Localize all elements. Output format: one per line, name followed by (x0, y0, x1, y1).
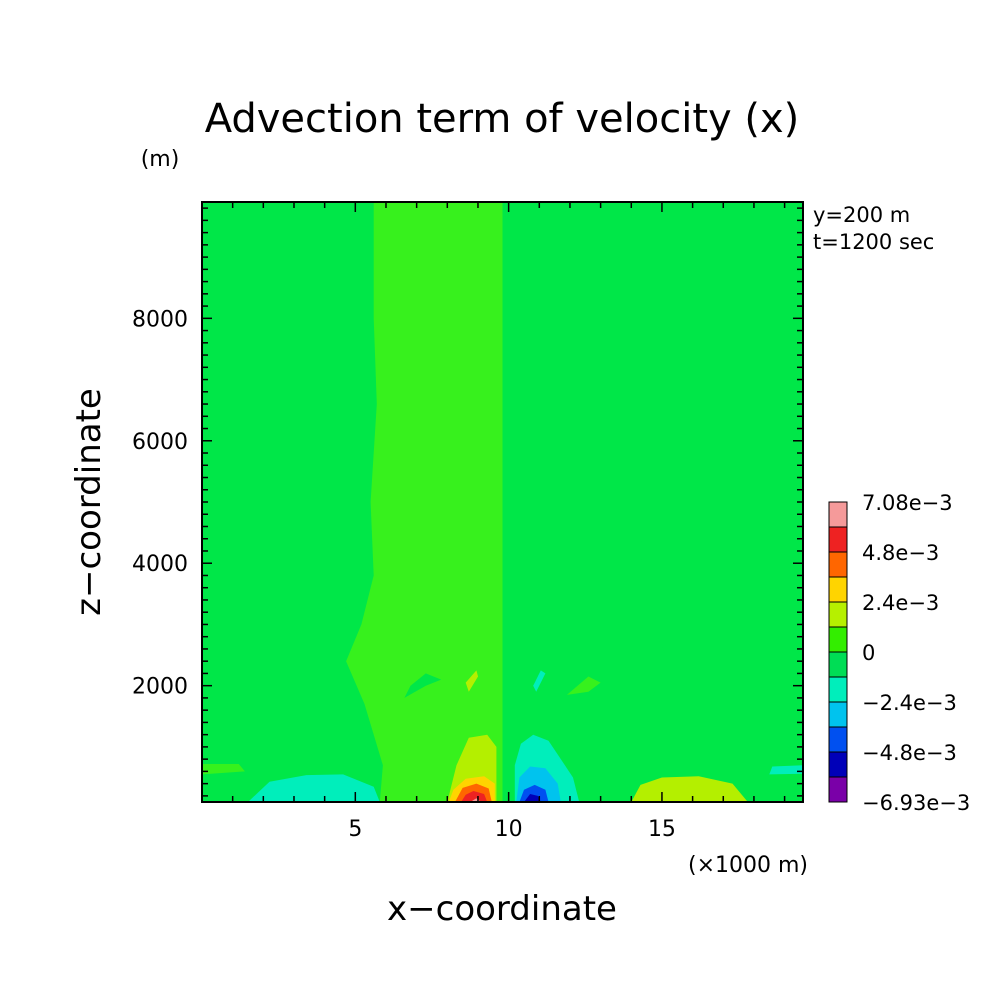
contour-region-positive-right-surface-lobe (631, 776, 748, 802)
colorbar-label: −4.8e−3 (862, 741, 957, 765)
x-tick-label: 10 (495, 817, 523, 842)
colorbar-swatch (828, 526, 848, 553)
colorbar-label: −6.93e−3 (862, 791, 970, 815)
colorbar-swatch (828, 751, 848, 778)
contour-fill-area (202, 202, 803, 802)
contour-region-navy-core (524, 794, 541, 802)
annotation-t: t=1200 sec (813, 230, 934, 254)
colorbar-label: 4.8e−3 (862, 541, 939, 565)
chart-title: Advection term of velocity (x) (205, 96, 800, 142)
contour-region-negative-left-surface-lobe (248, 774, 380, 802)
contour-region-small-lightgreen-blob-right (566, 676, 601, 695)
contour-region-small-green-blob-left (404, 673, 442, 698)
colorbar-swatch (828, 676, 848, 703)
contour-region-small-yellowgreen-blob (465, 670, 478, 692)
contour-region-small-cyan-blob-right (533, 670, 546, 692)
colorbar-label: 7.08e−3 (862, 491, 953, 515)
colorbar-swatch (828, 551, 848, 578)
x-tick-label: 15 (648, 817, 676, 842)
contour-region-blue-core (519, 784, 549, 802)
y-tick-label: 4000 (132, 552, 188, 577)
contour-region-edge-lobe-left (202, 764, 245, 775)
annotation-y: y=200 m (813, 203, 910, 227)
colorbar-label: 0 (862, 641, 875, 665)
colorbar-swatch (828, 651, 848, 678)
y-tick-label: 8000 (132, 307, 188, 332)
colorbar-label: 2.4e−3 (862, 591, 939, 615)
contour-region-positive-plume-left (346, 202, 503, 802)
colorbar-swatch (828, 601, 848, 628)
colorbar-swatch (828, 776, 848, 803)
contour-region-red-core (461, 791, 488, 802)
colorbar-swatch (828, 576, 848, 603)
y-unit-label: (m) (141, 147, 180, 172)
colorbar-swatch (828, 726, 848, 753)
colorbar-swatch (828, 626, 848, 653)
x-unit-label: (×1000 m) (688, 853, 808, 878)
x-tick-label: 5 (348, 817, 362, 842)
colorbar-legend: 7.08e−3 4.8e−3 2.4e−3 0 −2.4e−3 −4.8e−3 −6.93e… (828, 491, 970, 815)
colorbar-swatch (828, 701, 848, 728)
y-axis-title: z−coordinate (69, 388, 109, 616)
contour-region-edge-lobe-right (769, 765, 803, 775)
x-axis-title: x−coordinate (387, 889, 617, 929)
colorbar-swatch (828, 501, 848, 528)
y-axis: 2000 4000 6000 8000 (132, 207, 803, 797)
y-tick-label: 2000 (132, 675, 188, 700)
contour-region-negative-plume-right (508, 202, 669, 802)
y-tick-label: 6000 (132, 430, 188, 455)
colorbar-label: −2.4e−3 (862, 691, 957, 715)
x-axis: 5 10 15 (231, 202, 786, 842)
